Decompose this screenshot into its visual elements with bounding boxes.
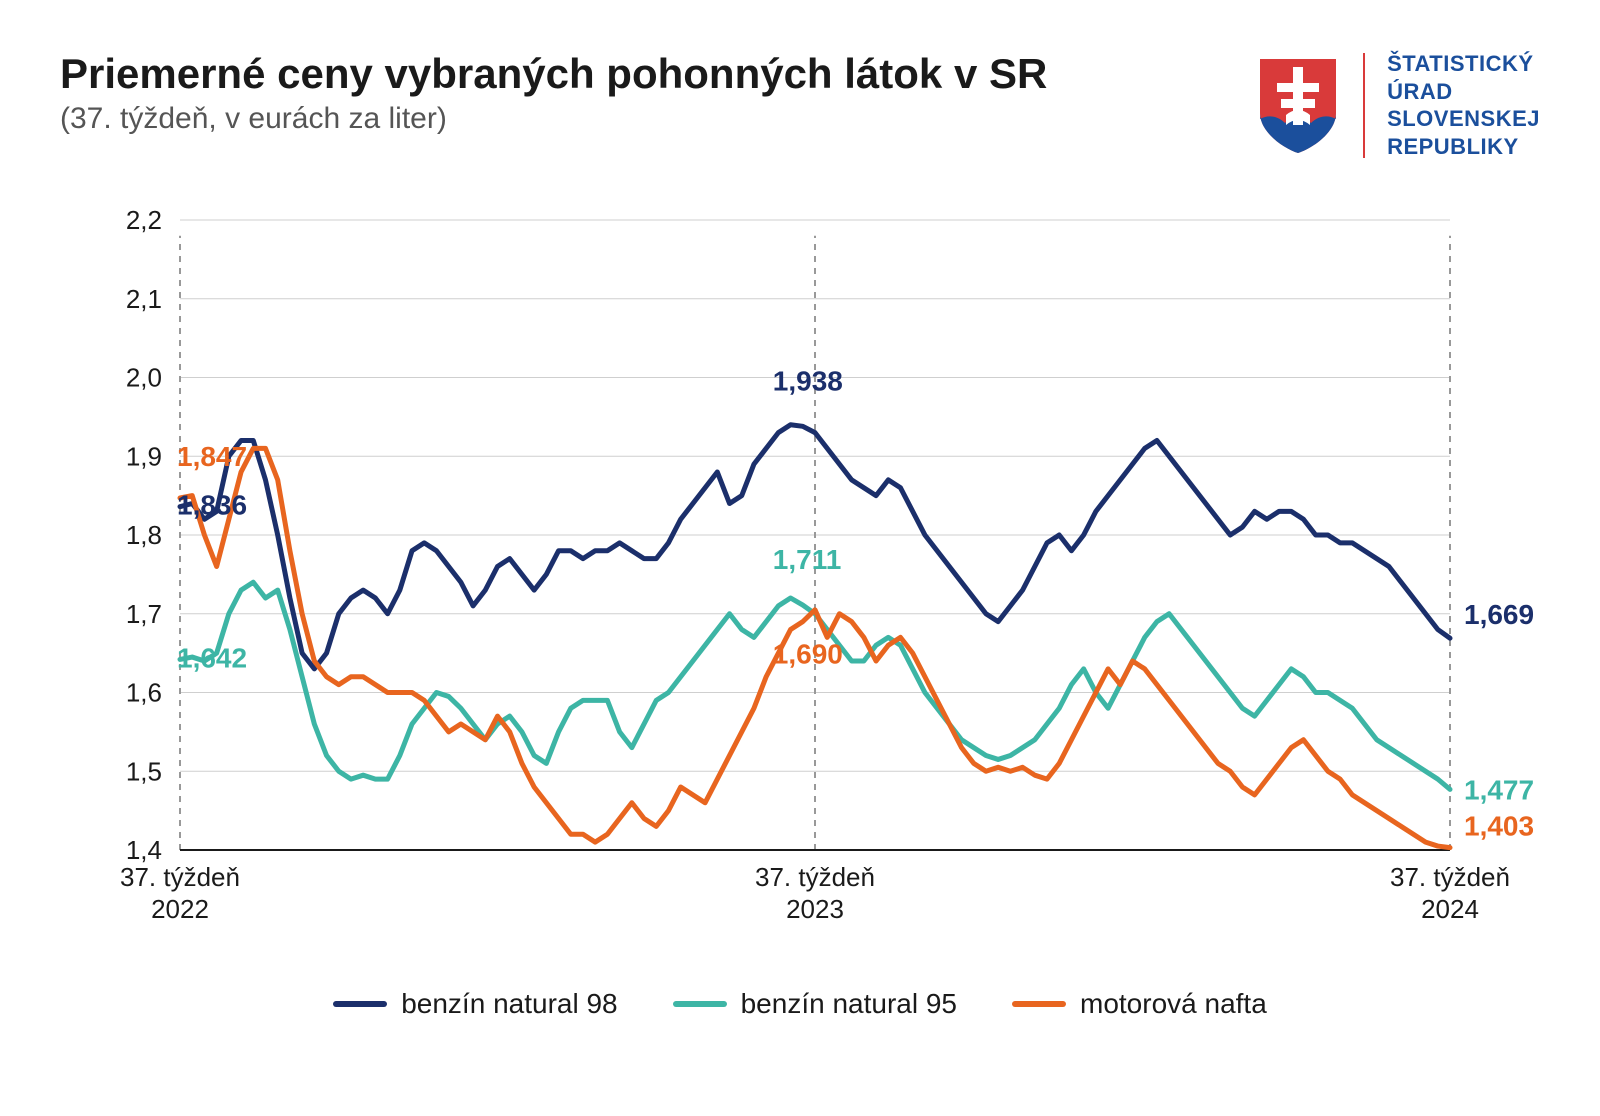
legend-item: benzín natural 95 [673,988,957,1020]
line-chart: 1,41,51,61,71,81,92,02,12,237. týždeň202… [60,210,1540,970]
data-label: 1,711 [773,544,842,575]
legend-item: motorová nafta [1012,988,1267,1020]
data-label: 1,836 [177,490,247,521]
org-line: REPUBLIKY [1387,133,1540,161]
y-tick-label: 2,1 [126,284,162,314]
org-line: ŠTATISTICKÝ [1387,50,1540,78]
data-label: 1,669 [1464,599,1534,630]
x-tick-label: 37. týždeň [1390,862,1510,892]
x-tick-label: 2023 [786,894,844,924]
legend-label: benzín natural 95 [741,988,957,1020]
org-logo: ŠTATISTICKÝ ÚRAD SLOVENSKEJ REPUBLIKY [1255,50,1540,160]
y-tick-label: 1,8 [126,520,162,550]
x-tick-label: 2022 [151,894,209,924]
header: Priemerné ceny vybraných pohonných látok… [60,50,1540,160]
data-label: 1,642 [177,642,247,673]
legend-label: benzín natural 98 [401,988,617,1020]
x-tick-label: 37. týždeň [755,862,875,892]
data-label: 1,403 [1464,811,1534,842]
shield-icon [1255,55,1341,155]
data-label: 1,847 [177,441,247,472]
org-name: ŠTATISTICKÝ ÚRAD SLOVENSKEJ REPUBLIKY [1387,50,1540,160]
title-block: Priemerné ceny vybraných pohonných látok… [60,50,1215,136]
legend-swatch [333,1001,387,1007]
y-tick-label: 2,2 [126,210,162,235]
data-label: 1,938 [773,365,843,396]
y-tick-label: 1,5 [126,756,162,786]
legend: benzín natural 98 benzín natural 95 motoro… [60,988,1540,1020]
data-label: 1,690 [773,639,843,670]
y-tick-label: 1,7 [126,599,162,629]
legend-swatch [1012,1001,1066,1007]
chart-subtitle: (37. týždeň, v eurách za liter) [60,102,1215,136]
chart-container: Priemerné ceny vybraných pohonných látok… [0,0,1600,1116]
chart-area: 1,41,51,61,71,81,92,02,12,237. týždeň202… [60,210,1540,970]
org-line: SLOVENSKEJ [1387,105,1540,133]
legend-item: benzín natural 98 [333,988,617,1020]
legend-swatch [673,1001,727,1007]
x-tick-label: 37. týždeň [120,862,240,892]
y-tick-label: 1,4 [126,835,162,865]
logo-divider [1363,53,1365,158]
y-tick-label: 1,6 [126,678,162,708]
x-tick-label: 2024 [1421,894,1479,924]
y-tick-label: 2,0 [126,363,162,393]
chart-title: Priemerné ceny vybraných pohonných látok… [60,50,1215,98]
legend-label: motorová nafta [1080,988,1267,1020]
y-tick-label: 1,9 [126,441,162,471]
data-label: 1,477 [1464,774,1534,805]
org-line: ÚRAD [1387,78,1540,106]
